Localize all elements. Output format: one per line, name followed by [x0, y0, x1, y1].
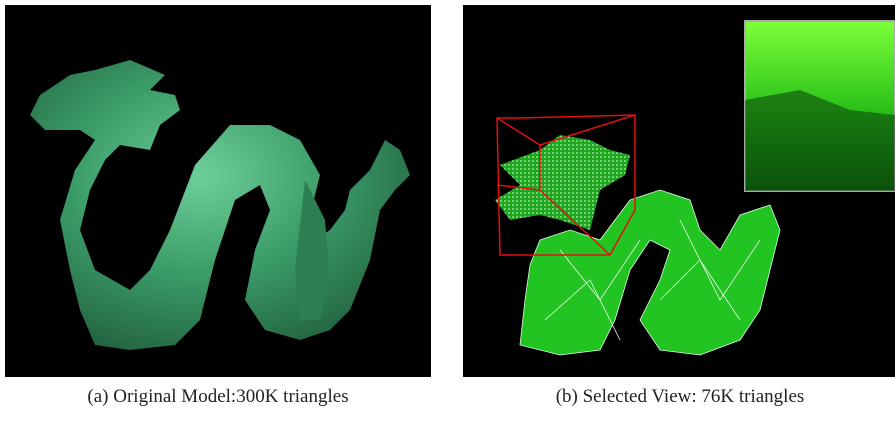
caption: (a) Original Model:300K triangles: [87, 386, 348, 407]
figure: (a) Original Model:300K triangles (b) Se…: [0, 0, 895, 418]
panel-a: [5, 5, 431, 377]
caption: (b) Selected View: 76K triangles: [556, 386, 805, 407]
panel-b: [463, 5, 895, 377]
page: (a) Original Model:300K triangles (b) Se…: [0, 0, 895, 418]
